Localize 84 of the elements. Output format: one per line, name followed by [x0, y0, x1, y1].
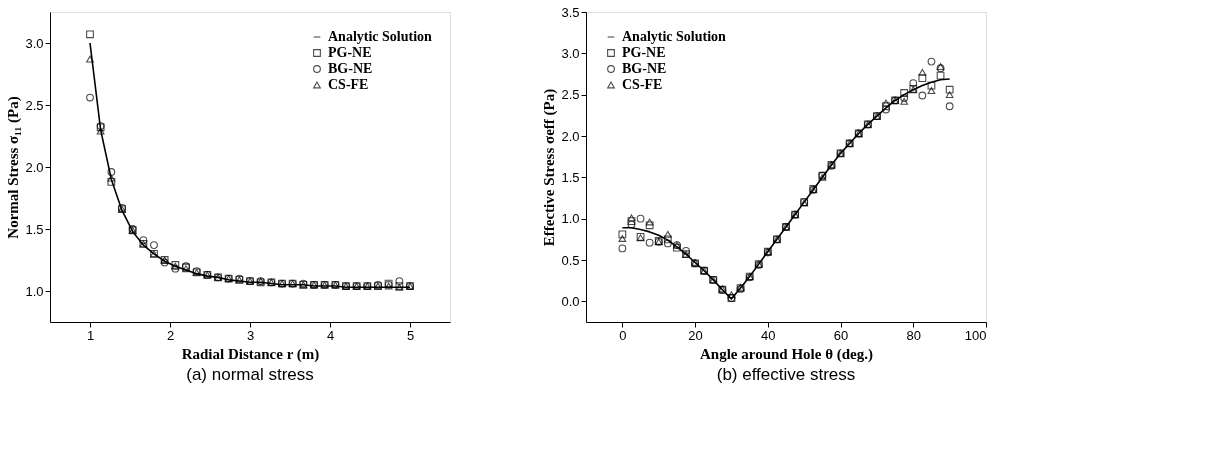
x-tick-label: 0	[619, 327, 627, 343]
point	[395, 277, 404, 285]
point	[900, 89, 909, 97]
point	[918, 91, 927, 100]
y-tick-label: 3.0	[561, 45, 580, 61]
point	[150, 241, 158, 250]
legend-label: Analytic Solution	[328, 29, 433, 44]
point	[636, 214, 645, 223]
x-tick-label: 4	[326, 327, 335, 343]
point	[107, 174, 116, 182]
point	[918, 68, 927, 76]
legend-label: Analytic Solution	[622, 29, 727, 44]
y-axis-title: Effective Stress σeff (Pa)	[541, 88, 559, 247]
point	[945, 85, 954, 94]
point	[936, 71, 945, 80]
x-tick-label: 3	[246, 327, 255, 343]
point	[627, 220, 636, 229]
point	[384, 282, 393, 290]
x-axis-title: Angle around Hole θ (deg.)	[700, 345, 873, 363]
point	[645, 238, 654, 247]
point	[645, 218, 654, 226]
y-tick-label: 3.0	[25, 35, 44, 51]
legend-label: BG-NE	[328, 61, 373, 76]
point	[663, 230, 672, 238]
point	[882, 102, 890, 111]
y-tick-label: 2.5	[25, 97, 44, 113]
point	[96, 127, 105, 135]
legend-label: BG-NE	[622, 61, 667, 76]
point	[645, 221, 654, 230]
y-tick-label: 1.5	[561, 169, 580, 185]
point	[927, 81, 936, 90]
x-tick-label: 2	[166, 327, 175, 343]
point	[107, 177, 116, 186]
point	[663, 239, 672, 248]
point	[160, 258, 169, 267]
point	[86, 93, 94, 102]
y-tick-label: 3.5	[561, 4, 580, 20]
y-axis-title: Normal Stress σ₁₁ (Pa)	[5, 96, 23, 239]
point	[882, 105, 890, 114]
x-tick-label: 40	[761, 327, 776, 343]
point	[909, 79, 918, 87]
point	[900, 97, 909, 105]
y-tick-label: 1.0	[25, 283, 44, 299]
x-tick-label: 60	[833, 327, 849, 343]
x-tick-label: 80	[906, 327, 922, 343]
point	[107, 168, 116, 176]
point	[663, 235, 672, 244]
point	[86, 30, 94, 39]
point	[918, 74, 927, 83]
legend-label: PG-NE	[622, 45, 666, 60]
x-tick-label: 5	[406, 327, 415, 343]
point	[627, 217, 636, 226]
point	[945, 102, 954, 111]
point	[139, 236, 148, 245]
point	[727, 291, 736, 299]
point	[627, 214, 636, 222]
text: (a) normal stress	[186, 365, 314, 384]
y-tick-label: 2.0	[561, 128, 580, 144]
y-tick-label: 1.5	[25, 221, 44, 237]
legend-label: CS-FE	[622, 77, 663, 92]
point	[927, 57, 936, 66]
x-tick-label: 20	[688, 327, 703, 343]
point	[682, 247, 690, 255]
point	[618, 244, 627, 253]
y-tick-label: 0.0	[561, 293, 580, 309]
legend-label: PG-NE	[328, 45, 372, 60]
y-tick-label: 2.0	[25, 159, 44, 175]
point	[182, 265, 190, 273]
point	[927, 87, 936, 94]
x-axis-title: Radial Distance r (m)	[181, 345, 320, 363]
y-tick-label: 2.5	[561, 87, 580, 103]
point	[618, 230, 627, 239]
point	[171, 264, 180, 273]
point	[618, 235, 627, 242]
y-tick-label: 1.0	[561, 211, 580, 227]
point	[86, 55, 94, 63]
point	[945, 91, 954, 99]
x-tick-label: 100	[964, 327, 987, 343]
x-tick-label: 1	[86, 327, 95, 343]
point	[900, 94, 909, 102]
y-tick-label: 0.5	[561, 252, 580, 268]
point	[882, 99, 890, 107]
legend-label: CS-FE	[328, 77, 369, 92]
text: (b) effective stress	[716, 365, 856, 384]
